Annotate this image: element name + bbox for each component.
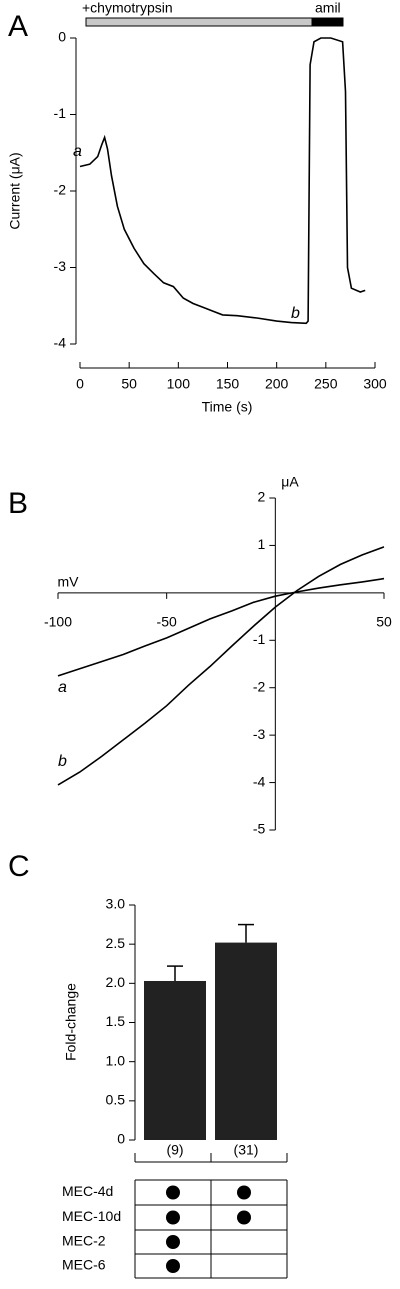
y-tick-label: 2.0: [106, 974, 126, 990]
annotation: a: [73, 143, 82, 160]
x-tick-label: 300: [363, 376, 387, 392]
y-tick-label: -5: [253, 821, 266, 837]
y-tick-label: 0.5: [106, 1092, 126, 1108]
y-axis-label: μA: [281, 474, 299, 490]
y-tick-label: 2: [258, 489, 266, 505]
presence-dot: [237, 1210, 251, 1225]
data-line: [79, 37, 366, 325]
n-label: (9): [166, 1142, 183, 1158]
y-tick-label: -1: [253, 631, 266, 647]
y-tick-label: 1.5: [106, 1013, 126, 1029]
x-tick-label: 150: [216, 376, 240, 392]
x-tick-label: 0: [76, 376, 84, 392]
y-tick-label: -2: [54, 182, 67, 198]
panel-label: C: [8, 850, 30, 883]
row-label: MEC-2: [62, 1233, 106, 1249]
annotation: b: [291, 305, 300, 322]
x-tick-label: -100: [44, 614, 72, 630]
y-tick-label: 2.5: [106, 935, 126, 951]
y-tick-label: -1: [54, 105, 67, 121]
treatment-bar: [311, 17, 344, 27]
y-tick-label: 1.0: [106, 1052, 126, 1068]
panel-label: A: [8, 10, 28, 43]
row-label: MEC-4d: [62, 1183, 113, 1199]
y-tick-label: -2: [253, 678, 266, 694]
bar: [144, 980, 206, 1140]
x-tick-label: 50: [121, 376, 137, 392]
data-line: [57, 577, 385, 677]
treatment-label: amil: [315, 0, 341, 16]
y-tick-label: -3: [253, 726, 266, 742]
series-label: a: [58, 679, 67, 696]
n-label: (31): [234, 1142, 259, 1158]
x-axis-label: mV: [58, 574, 80, 590]
y-tick-label: -4: [253, 773, 266, 789]
y-axis-label: Fold-change: [63, 983, 79, 1061]
presence-dot: [166, 1235, 180, 1249]
presence-dot: [166, 1210, 180, 1225]
x-tick-label: -50: [157, 614, 177, 630]
data-line: [57, 546, 385, 786]
x-tick-label: 50: [376, 614, 392, 630]
x-tick-label: 200: [265, 376, 289, 392]
x-axis-label: Time (s): [202, 399, 253, 415]
row-label: MEC-6: [62, 1257, 106, 1273]
y-tick-label: 0: [58, 29, 66, 45]
panel-label: B: [8, 487, 28, 520]
series-label: b: [58, 753, 67, 770]
y-axis-label: Current (μA): [7, 152, 23, 229]
presence-dot: [166, 1185, 180, 1200]
bar: [215, 942, 277, 1140]
row-label: MEC-10d: [62, 1208, 121, 1224]
y-tick-label: 3.0: [106, 896, 126, 912]
y-tick-label: -4: [54, 335, 67, 351]
x-tick-label: 250: [314, 376, 338, 392]
presence-dot: [237, 1185, 251, 1200]
treatment-label: +chymotrypsin: [82, 0, 173, 16]
y-tick-label: -3: [54, 258, 67, 274]
y-tick-label: 1: [258, 536, 266, 552]
y-tick-label: 0: [117, 1131, 125, 1147]
treatment-bar: [85, 17, 313, 27]
x-tick-label: 100: [167, 376, 191, 392]
presence-dot: [166, 1259, 180, 1273]
